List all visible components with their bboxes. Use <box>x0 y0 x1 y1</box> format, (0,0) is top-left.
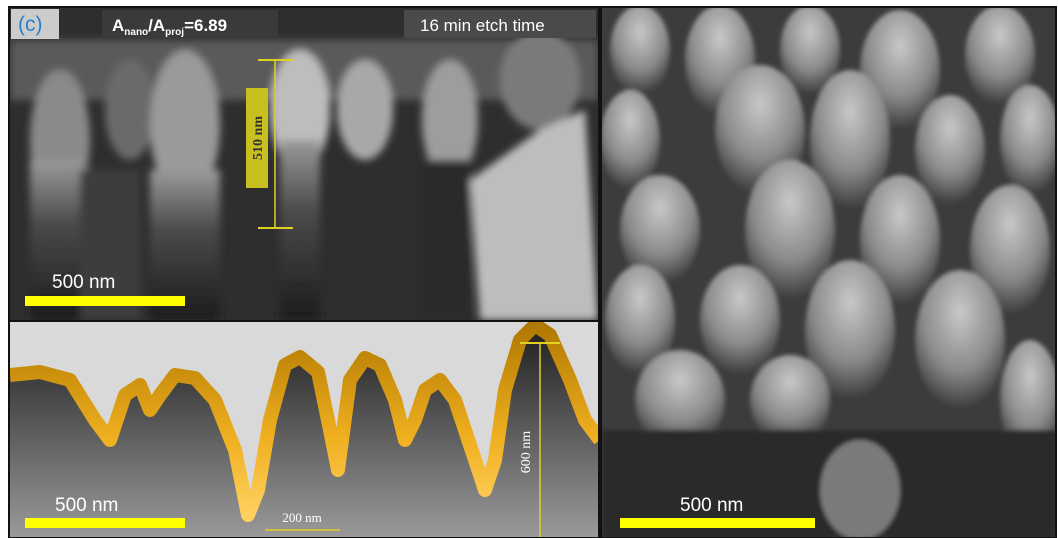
ratio-a: A <box>112 16 124 35</box>
figure: (c) Anano/Aproj=6.89 16 min etch time 51… <box>0 0 1058 538</box>
width-label: 200 nm <box>282 510 321 525</box>
scale-bar <box>25 296 185 306</box>
ratio-a2: /A <box>148 16 165 35</box>
ratio-value: =6.89 <box>184 16 227 35</box>
panel-label: (c) <box>18 13 43 36</box>
right-panel <box>600 5 1058 538</box>
height-label: 510 nm <box>251 116 266 160</box>
ratio-sub: proj <box>165 27 184 38</box>
scale-bar-label: 500 nm <box>680 495 743 516</box>
scale-bar-label: 500 nm <box>55 495 118 516</box>
height-label: 600 nm <box>519 431 534 474</box>
etch-time: 16 min etch time <box>420 16 545 35</box>
scale-bar <box>25 518 185 528</box>
ratio-sub: nano <box>124 27 148 38</box>
scale-bar <box>620 518 815 528</box>
scale-bar-label: 500 nm <box>52 272 115 293</box>
